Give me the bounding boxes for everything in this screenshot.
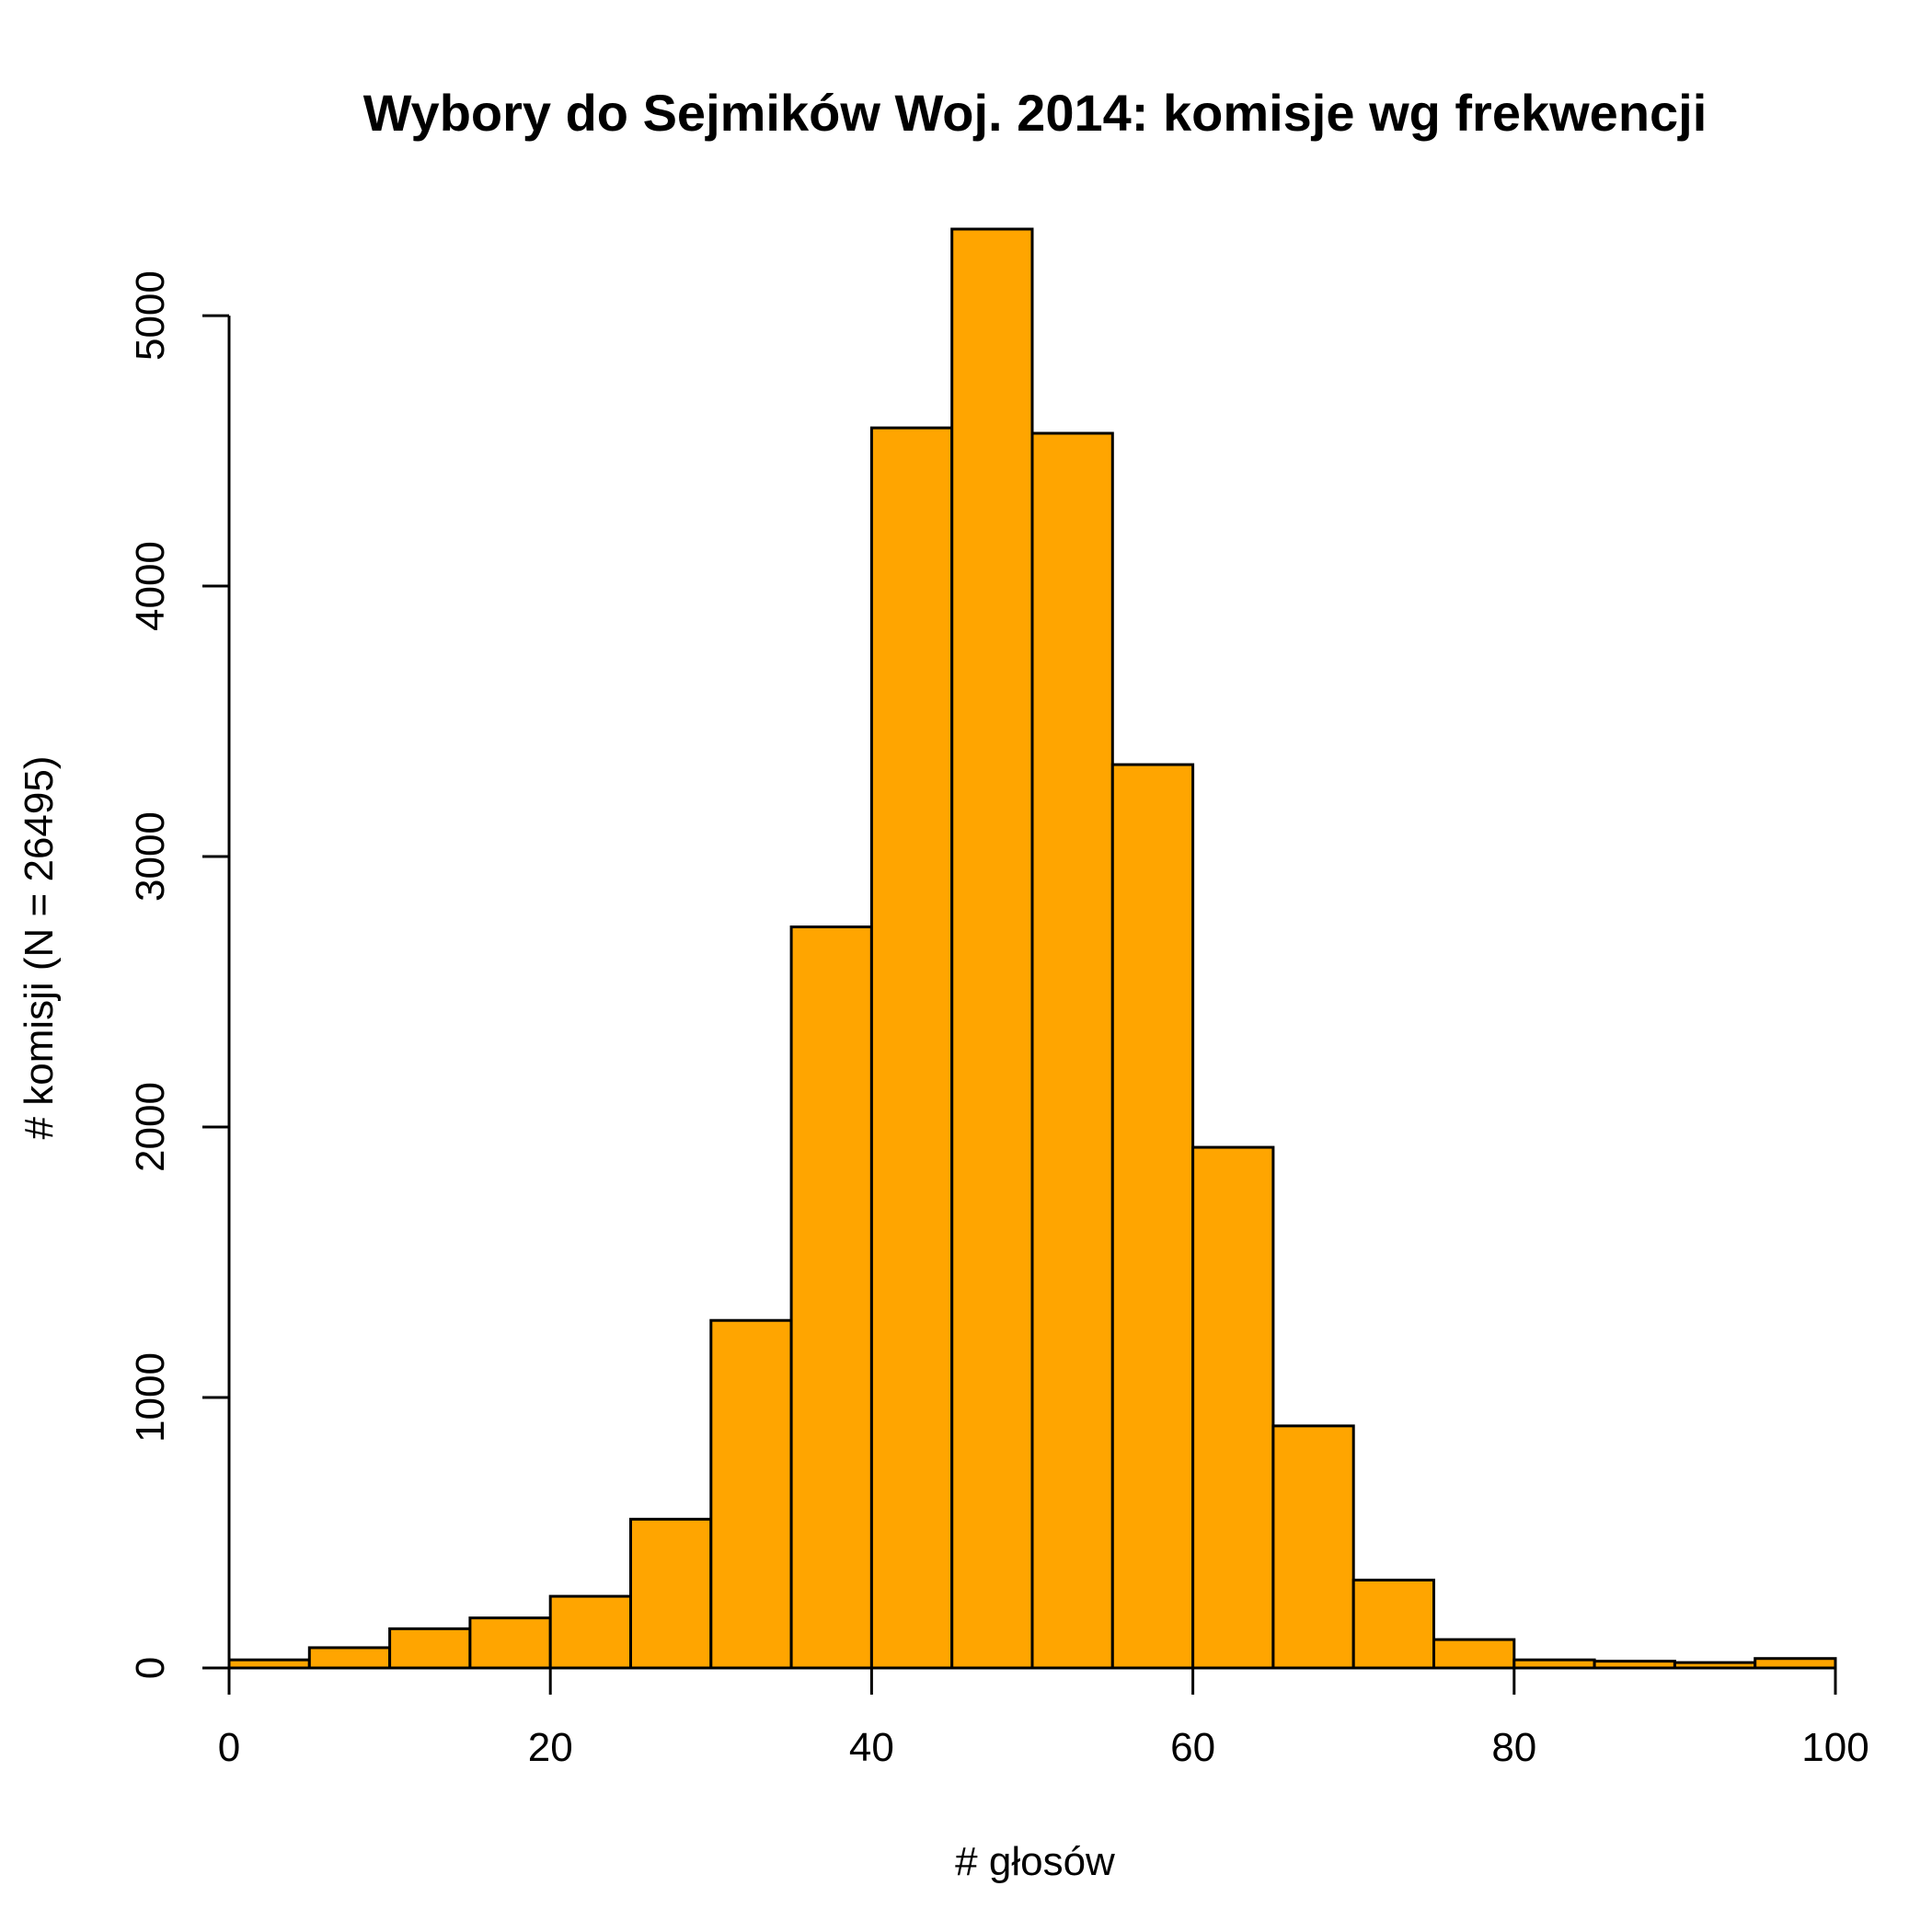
histogram-bar [1432,1638,1516,1670]
y-tick-label: 3000 [128,811,173,902]
y-axis-label: # komisji (N = 26495) [17,756,62,1140]
histogram-bar [468,1616,552,1670]
histogram-bar [1110,763,1195,1670]
x-tick-label: 0 [218,1725,240,1770]
y-tick-label: 1000 [128,1352,173,1443]
histogram-bar [629,1517,713,1670]
histogram-bar [548,1594,633,1670]
y-axis: 0 1000 2000 3000 4000 5000 [128,270,231,1679]
histogram-bar [388,1627,472,1670]
bars-group [227,227,1837,1670]
chart-title: Wybory do Sejmików Woj. 2014: komisje wg… [363,84,1708,142]
histogram-bar [789,925,873,1670]
x-tick-label: 40 [849,1725,894,1770]
x-tick-label: 20 [528,1725,573,1770]
x-tick-label: 100 [1801,1725,1869,1770]
y-tick-label: 4000 [128,541,173,631]
x-tick-label: 60 [1170,1725,1215,1770]
histogram-bar [1754,1657,1837,1670]
histogram-bar [1030,431,1114,1670]
histogram-bar [1351,1578,1435,1670]
histogram-bar [869,426,954,1670]
y-tick-label: 5000 [128,270,173,361]
y-tick-label: 0 [128,1657,173,1679]
histogram-bar [1271,1424,1355,1670]
x-tick-label: 80 [1491,1725,1536,1770]
x-axis: 0 20 40 60 80 100 [218,1666,1869,1770]
histogram-bar [950,227,1034,1670]
histogram-bar [307,1646,392,1670]
histogram-bar [709,1318,793,1670]
y-tick-label: 2000 [128,1082,173,1172]
x-axis-label: # głosów [955,1839,1115,1884]
histogram-bar [1191,1145,1275,1670]
